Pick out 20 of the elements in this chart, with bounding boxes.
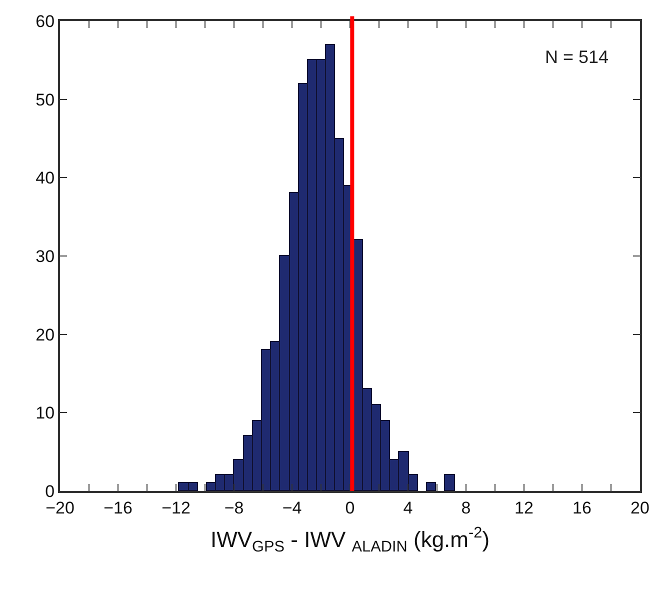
x-tick-label: 16 xyxy=(572,498,592,518)
x-tick-label: 20 xyxy=(630,498,650,518)
x-tick-label: 8 xyxy=(461,498,471,518)
annotation: N = 514 xyxy=(545,47,609,67)
x-tick-label: 12 xyxy=(514,498,534,518)
y-tick-label: 60 xyxy=(36,12,55,31)
x-tick-label: −16 xyxy=(104,498,132,518)
y-tick-label: 40 xyxy=(36,168,55,188)
x-axis-title: IWV$_{GPS}$ - IWV $_{ALADIN}$ (kg.m$^{-2}$) xyxy=(210,524,490,556)
x-tick-label: −20 xyxy=(46,498,74,518)
y-tick-label: 0 xyxy=(45,482,55,501)
x-tick-label: −12 xyxy=(162,498,190,518)
y-tick-label: 10 xyxy=(36,404,55,423)
x-tick-label: 4 xyxy=(403,498,413,518)
y-tick-label: 20 xyxy=(36,325,55,344)
y-tick-label: 30 xyxy=(36,246,55,266)
x-tick-label: −4 xyxy=(282,498,302,518)
y-tick-label: 50 xyxy=(36,90,55,110)
x-tick-label: 0 xyxy=(345,498,355,518)
x-tick-label: −8 xyxy=(224,498,244,518)
